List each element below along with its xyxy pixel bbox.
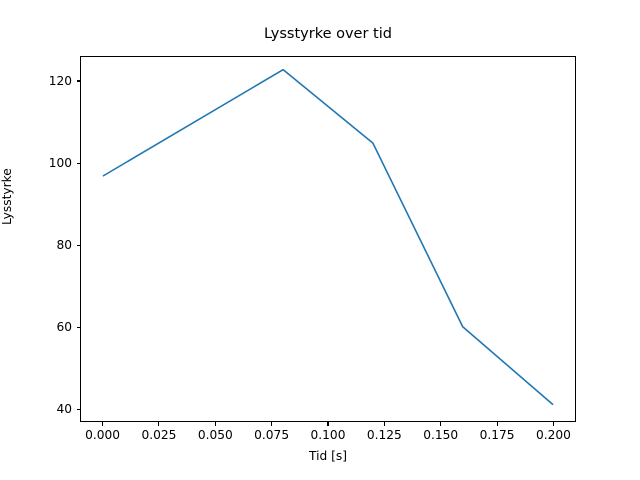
y-tick-mark [76, 244, 80, 246]
y-tick-label: 40 [56, 402, 72, 417]
y-tick-mark [76, 80, 80, 82]
x-tick-mark [214, 422, 216, 426]
x-tick-label: 0.175 [479, 428, 515, 442]
page-title: Lysstyrke over tid [264, 26, 392, 42]
y-tick-label: 80 [56, 238, 72, 253]
y-tick-label: 120 [48, 74, 72, 89]
x-axis-label: Tid [s] [309, 449, 347, 463]
y-tick-mark [76, 326, 80, 328]
series-polyline [102, 68, 554, 406]
x-tick-label: 0.150 [423, 428, 459, 442]
x-tick-label: 0.050 [197, 428, 233, 442]
x-tick-label: 0.025 [141, 428, 177, 442]
y-axis-label: Lysstyrke [0, 168, 14, 225]
x-tick-mark [552, 422, 554, 426]
x-tick-mark [440, 422, 442, 426]
data-line-series [102, 68, 554, 406]
y-tick-label: 100 [48, 156, 72, 171]
y-tick-mark [76, 408, 80, 410]
plot-area [80, 56, 576, 422]
x-tick-mark [327, 422, 329, 426]
y-tick-label: 60 [56, 320, 72, 335]
x-tick-label: 0.125 [366, 428, 402, 442]
y-tick-mark [76, 162, 80, 164]
x-tick-label: 0.100 [310, 428, 346, 442]
x-tick-label: 0.000 [85, 428, 120, 442]
x-tick-mark [101, 422, 104, 426]
x-tick-label: 0.075 [254, 428, 290, 442]
x-tick-label: 0.200 [536, 428, 571, 442]
x-tick-mark [496, 422, 498, 426]
x-tick-mark [158, 422, 160, 426]
x-tick-mark [271, 422, 273, 426]
x-tick-mark [383, 422, 385, 426]
